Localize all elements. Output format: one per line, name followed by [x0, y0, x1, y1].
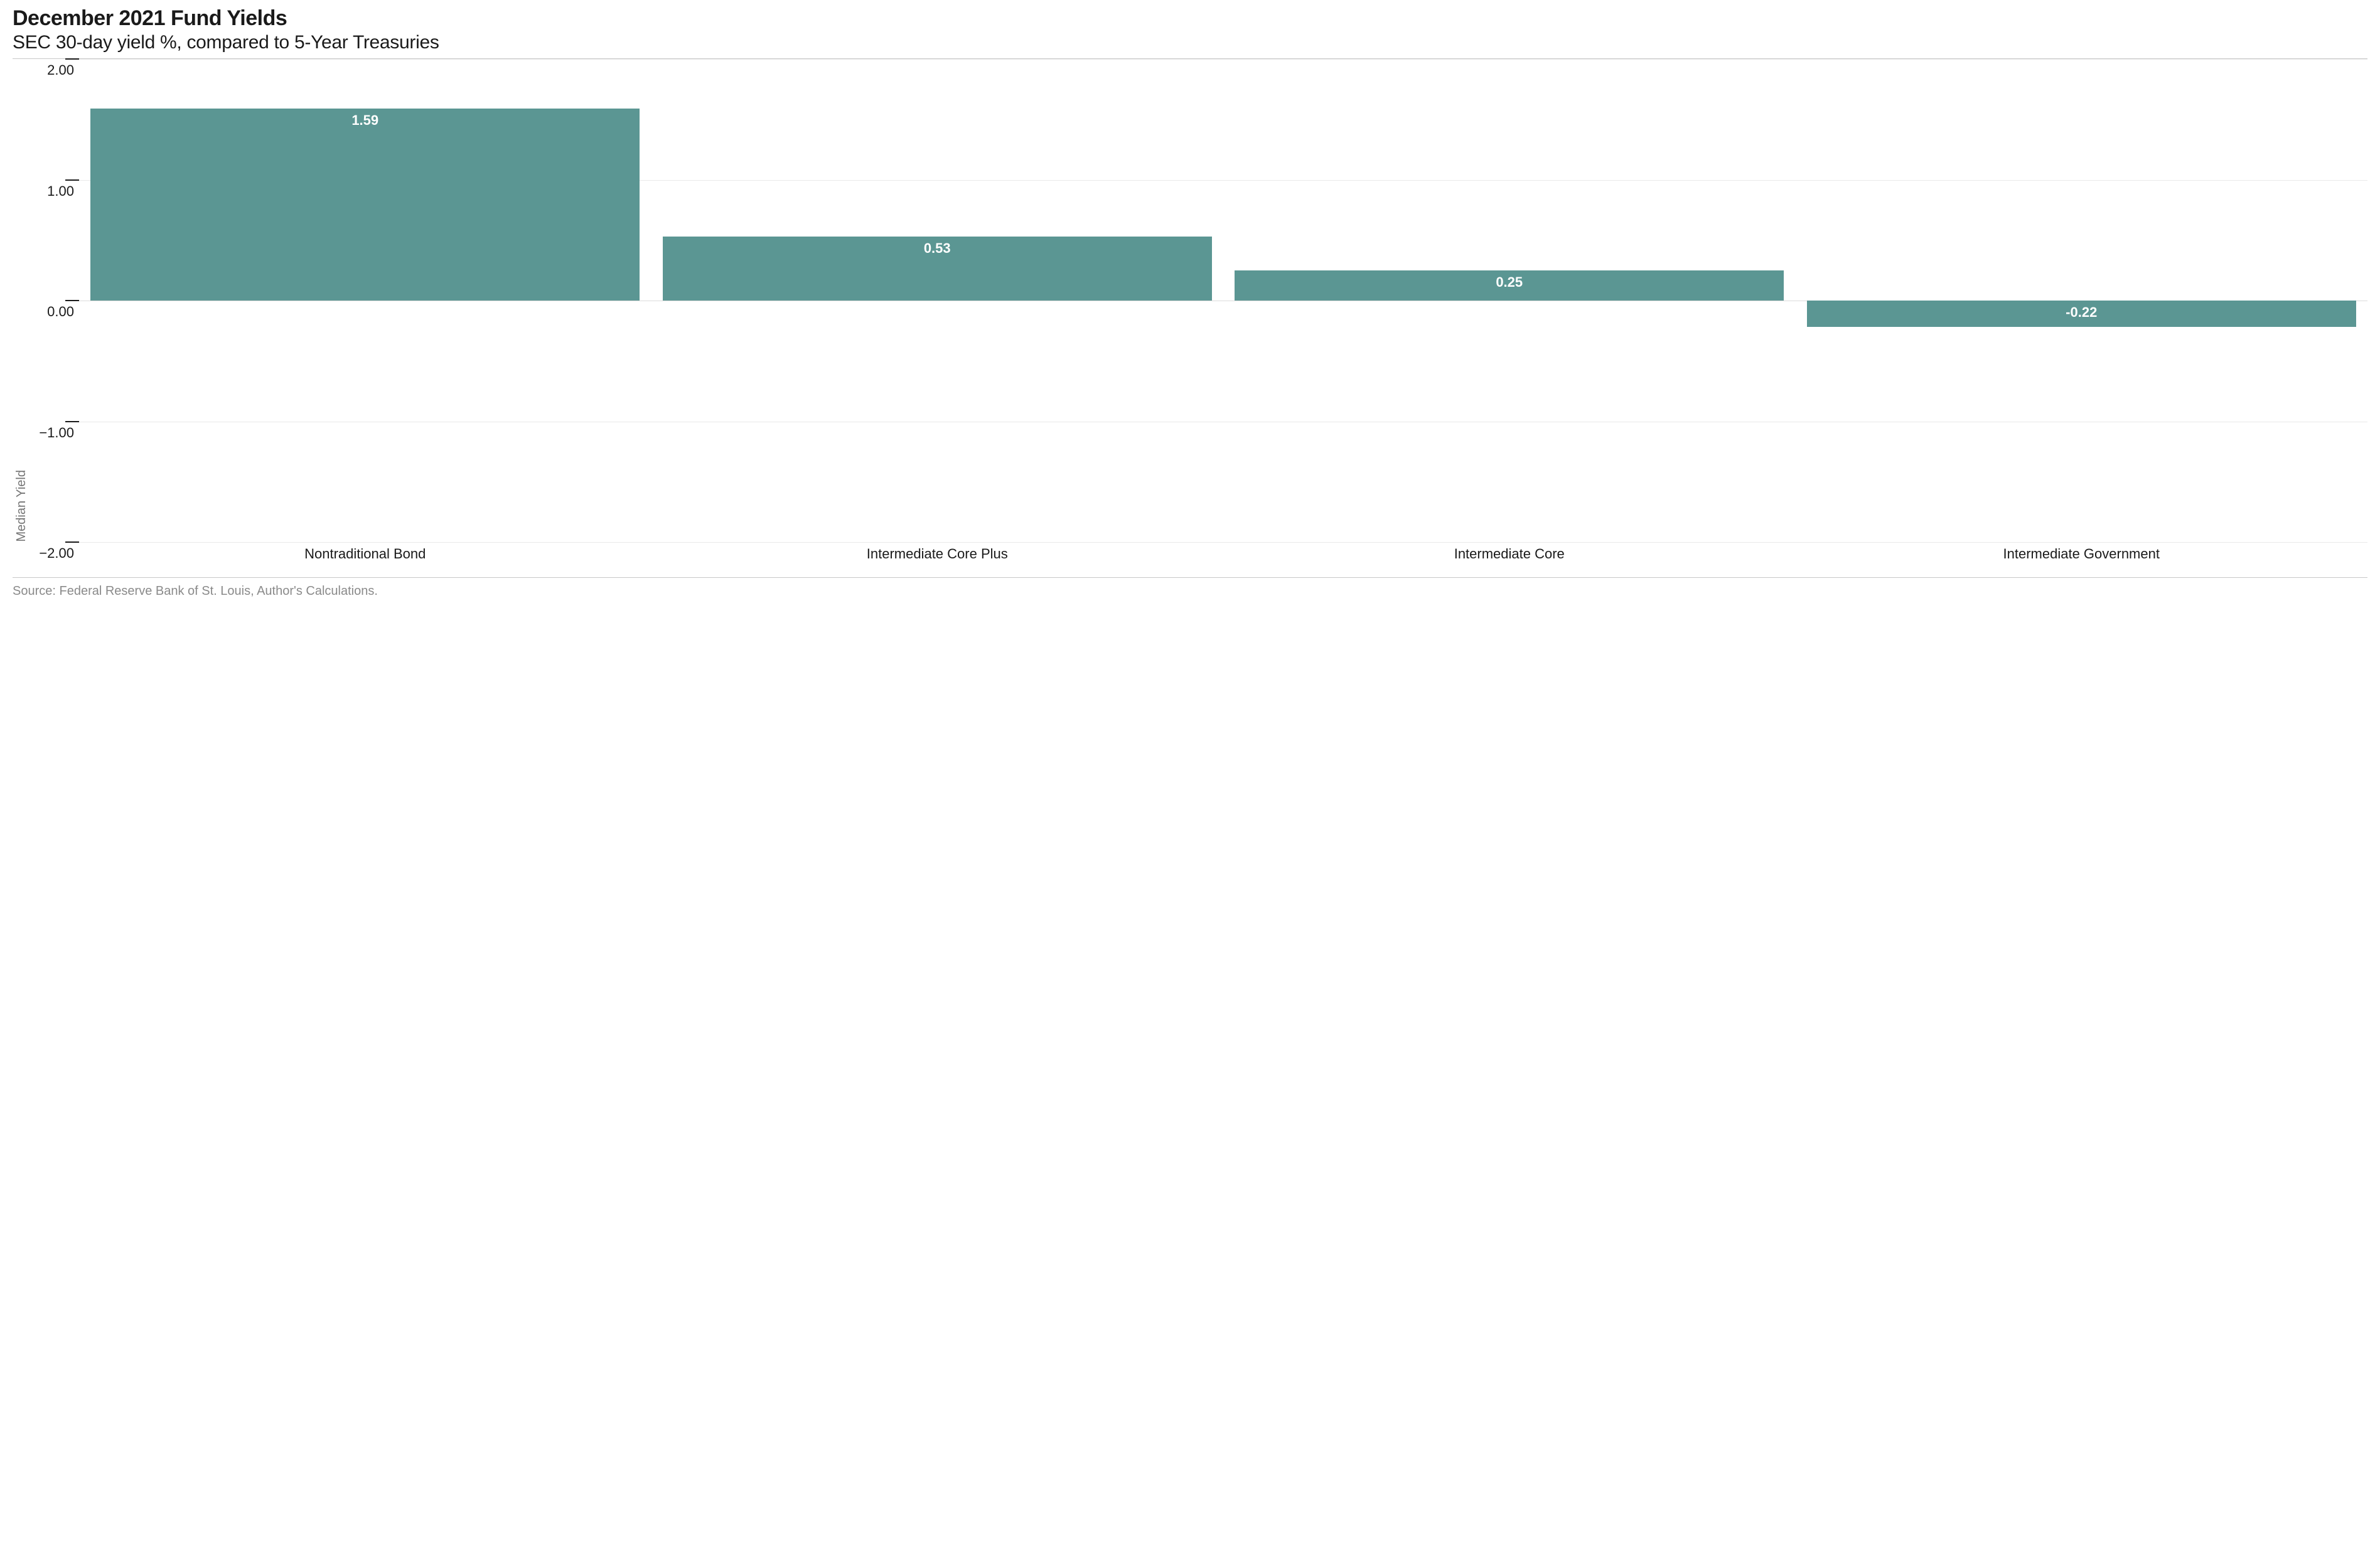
bar: 0.53	[663, 237, 1212, 301]
y-tick-label: −1.00	[39, 425, 74, 441]
x-category-label: Nontraditional Bond	[304, 542, 426, 562]
y-axis-label: Median Yield	[14, 470, 29, 542]
y-tick-mark	[65, 541, 79, 543]
y-tick-mark	[65, 421, 79, 422]
y-tick-label: 0.00	[47, 304, 74, 320]
y-axis-label-column: Median Yield	[13, 59, 30, 542]
chart-title: December 2021 Fund Yields	[13, 6, 2367, 31]
y-tick-label: −2.00	[39, 545, 74, 562]
bar-value-label: 0.25	[1235, 274, 1784, 291]
bar-value-label: 0.53	[663, 240, 1212, 257]
bar-value-label: 1.59	[90, 112, 640, 129]
bar-value-label: -0.22	[1807, 304, 2356, 321]
plot-row: Median Yield 2.001.000.00−1.00−2.00 1.59…	[13, 58, 2367, 542]
y-tick-mark	[65, 179, 79, 181]
fund-yields-chart: December 2021 Fund Yields SEC 30-day yie…	[0, 0, 2380, 605]
bar: 0.25	[1235, 270, 1784, 301]
x-axis-labels: Nontraditional Bond Intermediate Core Plu…	[79, 542, 2367, 565]
y-tick-mark	[65, 58, 79, 60]
plot-area: 1.59 0.53 0.25 -0.22	[79, 59, 2367, 542]
x-category-label: Intermediate Core	[1454, 542, 1565, 562]
gridline	[79, 59, 2367, 60]
bar: 1.59	[90, 109, 640, 301]
y-tick-label: 2.00	[47, 62, 74, 78]
chart-subtitle: SEC 30-day yield %, compared to 5-Year T…	[13, 32, 2367, 53]
x-category-label: Intermediate Core Plus	[867, 542, 1008, 562]
bar: -0.22	[1807, 301, 2356, 327]
y-tick-label: 1.00	[47, 183, 74, 200]
x-category-label: Intermediate Government	[2003, 542, 2160, 562]
x-axis: Nontraditional Bond Intermediate Core Plu…	[13, 542, 2367, 565]
y-axis-ticks: 2.001.000.00−1.00−2.00	[30, 59, 79, 542]
chart-source: Source: Federal Reserve Bank of St. Loui…	[13, 577, 2367, 599]
y-tick-mark	[65, 300, 79, 301]
